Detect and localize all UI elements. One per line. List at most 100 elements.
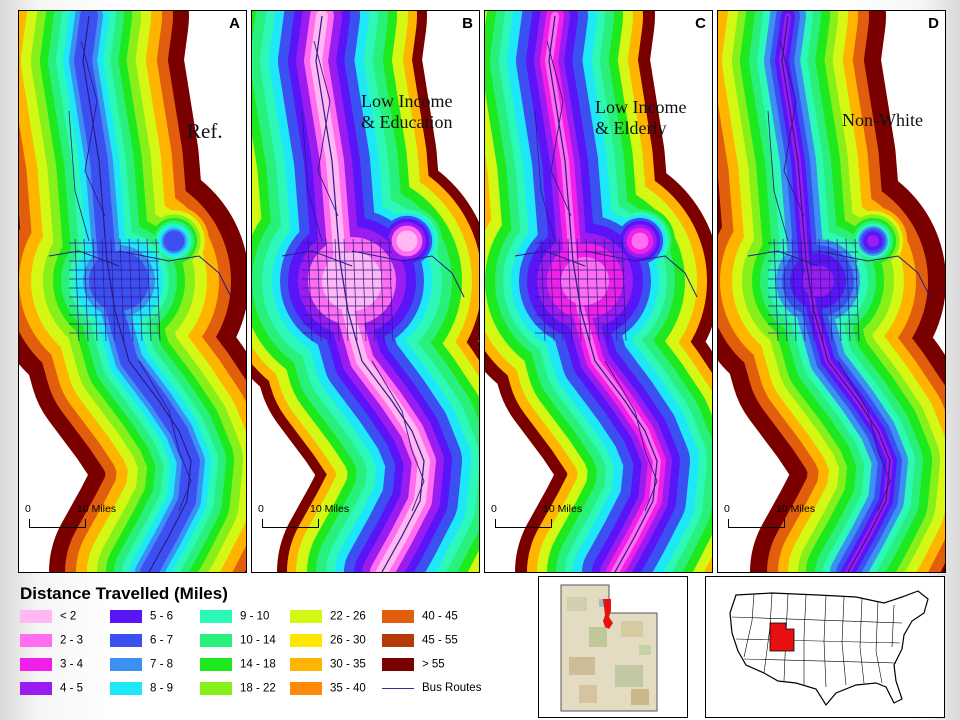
- legend-swatch: [20, 658, 52, 671]
- state-boundaries: [731, 592, 903, 688]
- legend-swatch: [110, 658, 142, 671]
- scale-line-a: [29, 519, 86, 528]
- distance-map-c: [485, 11, 712, 572]
- scale-bar-a: 0 10 Miles: [25, 501, 135, 531]
- bus-route: [80, 40, 106, 217]
- legend-swatch: [20, 634, 52, 647]
- scale-bar-b: 0 10 Miles: [258, 501, 368, 531]
- legend-swatch: [110, 610, 142, 623]
- bus-route: [584, 250, 698, 298]
- bus-route-grid: [809, 238, 815, 342]
- utah-terrain: [567, 597, 651, 705]
- legend-item: 3 - 4: [20, 658, 83, 672]
- legend-swatch: [290, 634, 322, 647]
- scale-miles-d: 10 Miles: [776, 503, 816, 515]
- bus-route-grid: [307, 238, 313, 342]
- panel-label-a: A: [229, 15, 240, 32]
- legend-item: < 2: [20, 610, 76, 624]
- bus-route-grid: [155, 238, 161, 342]
- map-panel-d: D Non-White 0 10 Miles: [717, 10, 946, 573]
- panel-annotation-d: Non-White: [842, 110, 923, 130]
- distance-band-east: [163, 230, 185, 252]
- distance-band-city: [89, 251, 149, 311]
- us-inset-map: [705, 576, 945, 718]
- legend-item-label: 4 - 5: [60, 682, 84, 695]
- distance-band-east: [396, 230, 418, 252]
- bus-route: [548, 15, 658, 572]
- utah-highlight: [769, 622, 795, 652]
- scale-miles-c: 10 Miles: [543, 503, 583, 515]
- bus-route: [371, 360, 425, 512]
- distance-map-d: [718, 11, 945, 572]
- panel-annotation-a: Ref.: [187, 119, 223, 143]
- legend-swatch: [290, 610, 322, 623]
- legend-item-label: 30 - 35: [330, 658, 366, 671]
- bus-routes-a: [48, 15, 232, 572]
- bus-route-line-icon: [382, 687, 414, 689]
- legend-item-label: 9 - 10: [240, 610, 270, 623]
- scale-miles-b: 10 Miles: [310, 503, 350, 515]
- bus-route-grid: [119, 238, 125, 342]
- map-legend: Distance Travelled (Miles) < 2 2 - 3 3 -…: [20, 578, 540, 718]
- legend-item: 2 - 3: [20, 634, 83, 648]
- bus-route-grid: [791, 238, 797, 342]
- panel-annotation-b-line1: Low Income: [361, 91, 453, 111]
- distance-band-east: [867, 235, 879, 247]
- legend-item-label: 35 - 40: [330, 682, 366, 695]
- legend-item: 40 - 45: [382, 610, 458, 624]
- bus-route: [779, 40, 805, 217]
- legend-item-label: 18 - 22: [240, 682, 276, 695]
- bus-route-grid: [74, 238, 80, 342]
- legend-swatch: [20, 610, 52, 623]
- legend-item-label: 45 - 55: [422, 634, 458, 647]
- legend-item-label: 2 - 3: [60, 634, 84, 647]
- bus-route-grid: [352, 238, 358, 342]
- scale-line-c: [495, 519, 552, 528]
- bus-route: [68, 110, 90, 242]
- bus-route-grid: [612, 238, 618, 342]
- legend-swatch: [290, 682, 322, 695]
- bus-route-grid: [316, 238, 322, 342]
- legend-item: 10 - 14: [200, 634, 276, 648]
- bus-routes-c: [514, 15, 698, 572]
- bus-route-grid: [773, 238, 779, 342]
- bus-route-grid: [576, 238, 582, 342]
- bus-route-grid: [594, 238, 600, 342]
- utah-state-map: [560, 584, 658, 712]
- scale-line-b: [262, 519, 319, 528]
- legend-title: Distance Travelled (Miles): [20, 584, 228, 603]
- legend-swatch: [110, 682, 142, 695]
- legend-item-label: 3 - 4: [60, 658, 84, 671]
- legend-item: 30 - 35: [290, 658, 366, 672]
- distance-band-city: [322, 251, 382, 311]
- bus-route-grid: [137, 238, 143, 342]
- bus-route: [781, 15, 891, 572]
- bus-route: [301, 110, 323, 242]
- panel-annotation-c-line1: Low Income: [595, 97, 687, 117]
- legend-swatch: [382, 634, 414, 647]
- bus-route-grid: [101, 238, 107, 342]
- bus-route-grid: [836, 238, 842, 342]
- bus-route-grid: [782, 238, 788, 342]
- distance-band-city: [561, 257, 609, 305]
- panel-label-d: D: [928, 15, 939, 32]
- legend-item-label: 22 - 26: [330, 610, 366, 623]
- legend-item: 35 - 40: [290, 682, 366, 696]
- bus-route: [837, 360, 891, 512]
- panel-label-b: B: [462, 15, 473, 32]
- panel-annotation-c: Low Income & Elderly: [595, 97, 686, 139]
- bus-route: [82, 15, 192, 572]
- distance-bands-a: [19, 11, 246, 572]
- legend-item: 26 - 30: [290, 634, 366, 648]
- legend-item: 9 - 10: [200, 610, 269, 624]
- bus-route-grid: [558, 238, 564, 342]
- bus-route: [118, 250, 232, 298]
- bus-route-grid: [388, 238, 394, 342]
- legend-item-label: 40 - 45: [422, 610, 458, 623]
- bus-route: [315, 15, 425, 572]
- legend-item: 5 - 6: [110, 610, 173, 624]
- legend-swatch: [290, 658, 322, 671]
- bus-route-grid: [110, 238, 116, 342]
- legend-item: 14 - 18: [200, 658, 276, 672]
- scale-bar-c: 0 10 Miles: [491, 501, 601, 531]
